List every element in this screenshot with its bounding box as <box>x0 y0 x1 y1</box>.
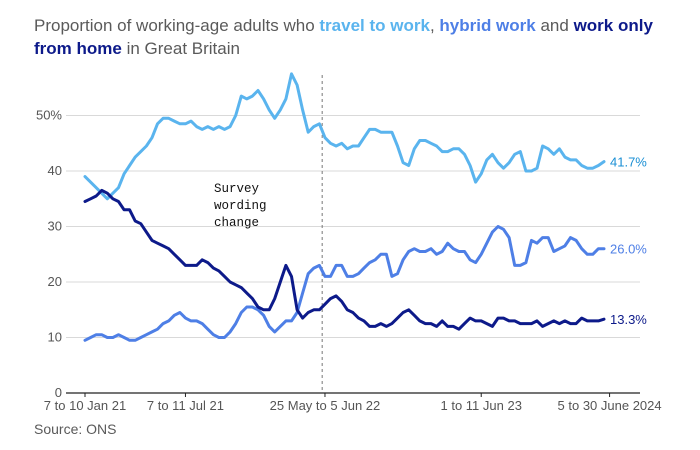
y-tick-label: 50% <box>36 108 62 123</box>
y-tick-label: 0 <box>55 385 62 400</box>
title-separator-1: , <box>429 16 440 35</box>
series-line-travel-to-work <box>83 72 606 201</box>
survey-change-annotation: wording <box>214 199 267 213</box>
chart-title: Proportion of working-age adults who tra… <box>34 14 694 60</box>
series-line-work-only-from-home <box>83 188 606 331</box>
title-home-highlight: work only from home <box>34 16 653 58</box>
title-text-before: Proportion of working-age adults who <box>34 16 320 35</box>
y-tick-label: 20 <box>48 274 62 289</box>
survey-change-annotation: Survey <box>214 182 260 196</box>
x-tick-label: 1 to 11 Jun 23 <box>441 398 522 413</box>
y-tick-label: 10 <box>48 330 62 345</box>
x-tick-label: 5 to 30 June 2024 <box>558 398 662 413</box>
end-label-work-only-from-home: 13.3% <box>610 312 647 327</box>
title-separator-2: and <box>535 16 574 35</box>
survey-change-annotation: change <box>214 216 259 230</box>
x-tick-label: 7 to 10 Jan 21 <box>44 398 126 413</box>
title-text-after: in Great Britain <box>121 39 240 58</box>
x-tick-label: 7 to 11 Jul 21 <box>147 398 224 413</box>
source-note: Source: ONS <box>34 421 117 437</box>
y-tick-label: 30 <box>48 219 62 234</box>
y-tick-label: 40 <box>48 163 62 178</box>
end-label-hybrid-work: 26.0% <box>610 242 647 257</box>
series-line-hybrid-work <box>83 225 606 342</box>
title-hybrid-highlight: hybrid work <box>439 16 536 35</box>
title-travel-highlight: travel to work <box>319 16 430 35</box>
end-label-travel-to-work: 41.7% <box>610 155 647 170</box>
x-tick-label: 25 May to 5 Jun 22 <box>270 398 381 413</box>
